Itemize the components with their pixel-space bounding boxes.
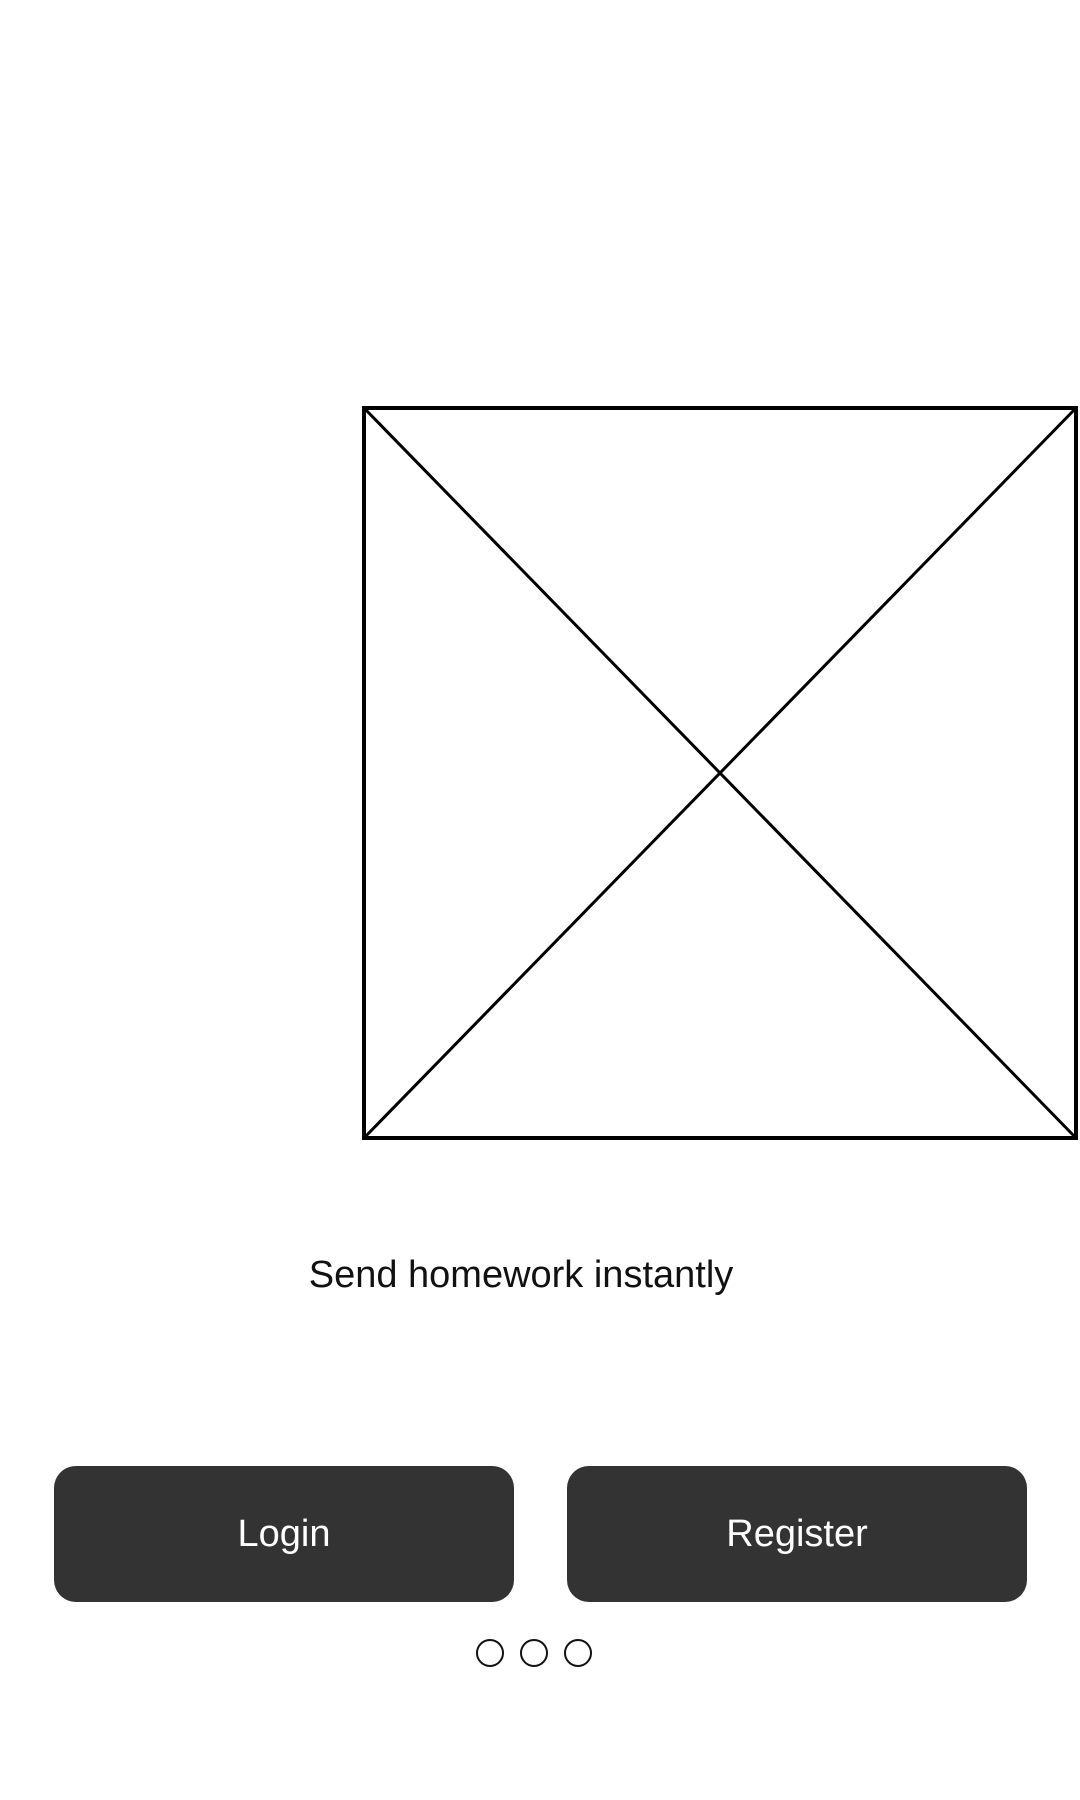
image-placeholder (362, 406, 1078, 1140)
image-placeholder-icon (362, 406, 1078, 1140)
tagline-text: Send homework instantly (308, 1254, 734, 1296)
login-button-label: Login (237, 1512, 331, 1555)
login-button[interactable]: Login (54, 1466, 514, 1602)
page-dot-3[interactable] (564, 1639, 592, 1667)
register-button-label: Register (726, 1512, 868, 1555)
page-dot-2[interactable] (520, 1639, 548, 1667)
register-button[interactable]: Register (567, 1466, 1027, 1602)
page-dot-1[interactable] (476, 1639, 504, 1667)
page-indicator (476, 1639, 592, 1667)
